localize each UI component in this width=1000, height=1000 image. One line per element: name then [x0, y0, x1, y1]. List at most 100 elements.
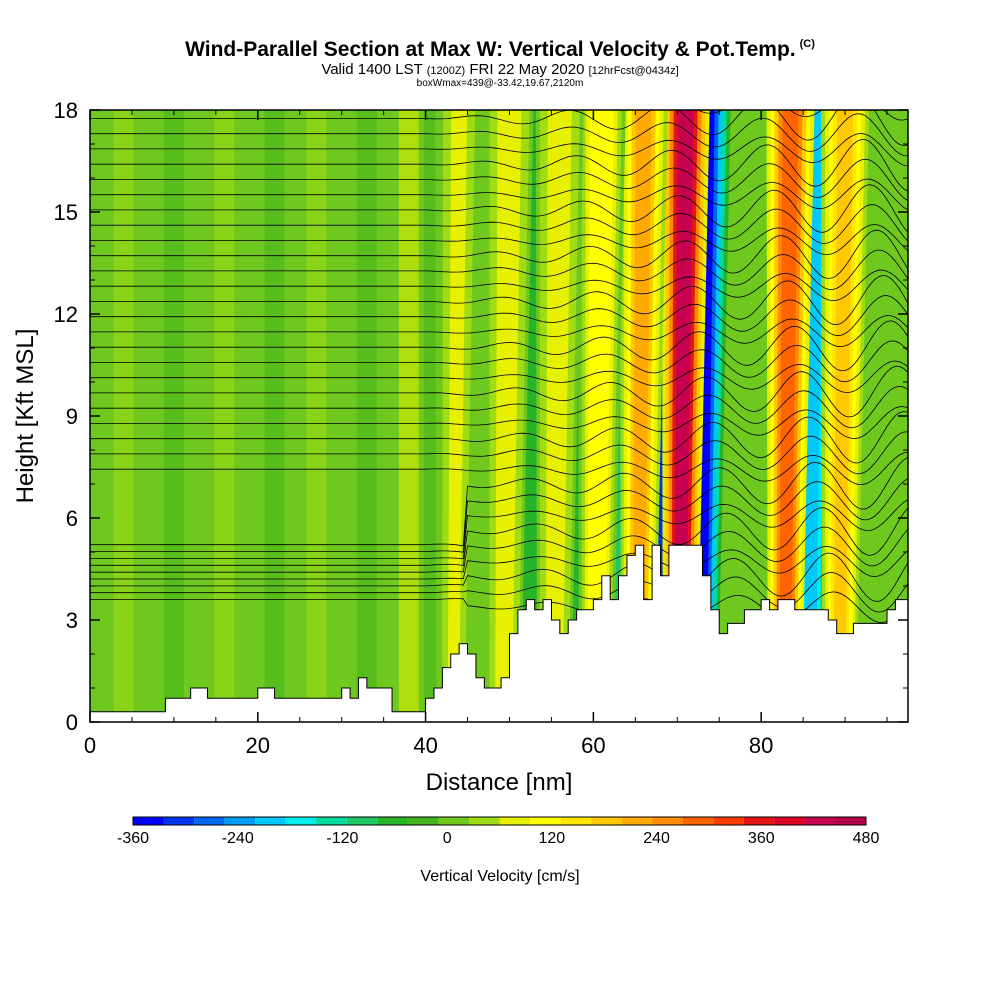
- forecast-info: [12hrFcst@0434z]: [588, 65, 679, 77]
- colorbar-swatch-7: [346, 817, 378, 825]
- isentrope-29: [90, 138, 908, 192]
- colorbar-swatch-9: [407, 817, 439, 825]
- isentrope-13: [90, 385, 908, 429]
- colorbar-tick-label-0: -360: [117, 830, 149, 847]
- colorbar-swatch-8: [377, 817, 408, 825]
- valid-utc: (1200Z): [426, 65, 466, 77]
- weak-band: [356, 110, 377, 722]
- y-tick-label-2: 6: [66, 506, 78, 531]
- isentrope-9: [90, 451, 908, 486]
- y-tick-label-0: 0: [66, 710, 78, 735]
- isentrope-30: [90, 133, 908, 167]
- y-tick-label-5: 15: [54, 200, 78, 225]
- y-tick-label-1: 3: [66, 608, 78, 633]
- colorbar-swatch-17: [652, 817, 683, 825]
- isentrope-8: [90, 456, 908, 547]
- isentrope-25: [90, 204, 908, 245]
- isentrope-21: [90, 269, 908, 302]
- updraft-band-6-level-1: [497, 110, 518, 722]
- colorbar-swatch-1: [163, 817, 195, 825]
- isentrope-23: [90, 229, 908, 280]
- isentrope-12: [90, 406, 908, 440]
- colorbar-swatch-2: [194, 817, 225, 825]
- isentrope-16: [90, 340, 908, 383]
- y-axis-label: Height [Kft MSL]: [12, 329, 39, 504]
- weak-band: [264, 110, 285, 722]
- updraft-band-4-level-1: [590, 110, 610, 722]
- colorbar-tick-label-7: 480: [853, 830, 880, 847]
- x-tick-label-3: 60: [581, 733, 605, 758]
- terrain-mask: [89, 544, 909, 723]
- colorbar-tick-label-2: -120: [326, 830, 358, 847]
- colorbar-swatch-12: [499, 817, 531, 825]
- colorbar-tick-label-4: 120: [539, 830, 566, 847]
- chart-title: Wind-Parallel Section at Max W: Vertical…: [0, 38, 1000, 62]
- colorbar-swatch-4: [255, 817, 286, 825]
- isentrope-6: [90, 499, 908, 560]
- x-axis-label: Distance [nm]: [426, 769, 573, 796]
- colorbar-swatch-19: [713, 817, 744, 825]
- isentrope-5: [90, 507, 908, 566]
- colorbar-swatch-5: [285, 817, 317, 825]
- colorbar-swatch-14: [560, 817, 592, 825]
- isentrope-18: [90, 315, 908, 348]
- colorbar-swatch-6: [316, 817, 347, 825]
- chart-title-text: Wind-Parallel Section at Max W: Vertical…: [185, 38, 796, 61]
- colorbar-swatch-16: [621, 817, 653, 825]
- isentrope-7: [90, 478, 908, 553]
- isentrope-11: [90, 411, 908, 464]
- weak-band: [214, 110, 235, 722]
- isentrope-10: [90, 431, 908, 475]
- isentrope-32: [90, 110, 908, 147]
- x-tick-label-2: 40: [413, 733, 437, 758]
- x-tick-label-4: 80: [749, 733, 773, 758]
- y-tick-label-6: 18: [54, 98, 78, 123]
- x-tick-label-0: 0: [84, 733, 96, 758]
- colorbar-swatch-10: [438, 817, 469, 825]
- isentrope-22: [90, 249, 908, 291]
- isentrope-2: [90, 552, 908, 602]
- colorbar-swatch-22: [804, 817, 836, 825]
- colorbar-tick-label-1: -240: [222, 830, 254, 847]
- colorbar-swatch-20: [743, 817, 775, 825]
- updraft-band-2-level-1: [833, 110, 854, 722]
- colorbar-label: Vertical Velocity [cm/s]: [420, 868, 579, 885]
- valid-date: FRI 22 May 2020: [469, 61, 585, 78]
- isentrope-1: [90, 572, 908, 613]
- isentrope-3: [90, 546, 908, 580]
- x-tick-label-1: 20: [246, 733, 270, 758]
- colorbar: -360 -240 -120 0 120 240 360 480: [117, 816, 880, 847]
- colorbar-tick-label-5: 240: [643, 830, 670, 847]
- colorbar-tick-label-3: 0: [443, 830, 452, 847]
- colorbar-swatch-13: [530, 817, 561, 825]
- x-axis: 0 20 40 60 80: [84, 110, 888, 758]
- isentrope-24: [90, 224, 908, 256]
- isentrope-27: [90, 178, 908, 211]
- weak-band: [398, 110, 419, 722]
- weak-band: [113, 110, 134, 722]
- isentrope-17: [90, 320, 908, 372]
- updraft-band-7-level-1: [447, 110, 468, 722]
- isentrope-26: [90, 184, 908, 233]
- colorbar-swatch-21: [774, 817, 805, 825]
- isentrope-4: [90, 526, 908, 573]
- copyright-mark: (C): [799, 38, 815, 50]
- isentrope-15: [90, 360, 908, 393]
- colorbar-swatch-3: [224, 817, 256, 825]
- y-tick-label-4: 12: [54, 302, 78, 327]
- colorbar-swatch-18: [682, 817, 714, 825]
- isentrope-14: [90, 365, 908, 418]
- weak-band: [163, 110, 184, 722]
- weak-band: [306, 110, 327, 722]
- updraft-band-5-level-1: [548, 110, 568, 722]
- colorbar-swatch-23: [835, 817, 866, 825]
- colorbar-swatch-0: [133, 817, 164, 825]
- colorbar-swatch-11: [468, 817, 500, 825]
- box-info: boxWmax=439@-33.42,19.67,2120m: [416, 78, 584, 89]
- potential-temperature-contours: [90, 110, 908, 623]
- valid-prefix: Valid 1400 LST: [321, 61, 423, 78]
- isentrope-20: [90, 274, 908, 326]
- colorbar-tick-label-6: 360: [748, 830, 775, 847]
- updraft-band-1-level-1: [778, 110, 799, 722]
